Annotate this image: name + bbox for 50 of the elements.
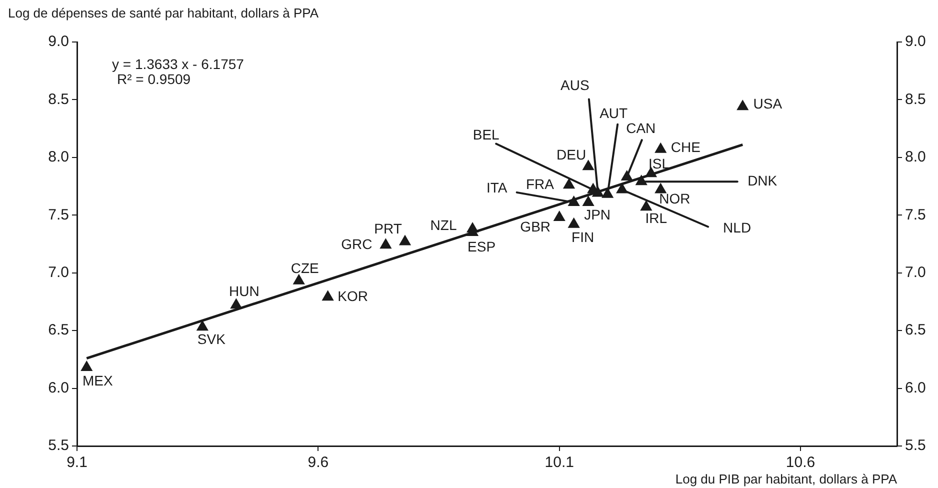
annotation: FRA <box>526 176 555 192</box>
y-tick-label: 7.0 <box>48 264 69 281</box>
y2-tick-label: 8.5 <box>905 90 926 108</box>
annotation: DEU <box>556 146 586 163</box>
annotation: IRL <box>645 210 668 226</box>
y2-tick-label: 8.0 <box>905 148 926 166</box>
annotation: AUT <box>600 105 628 122</box>
annotation: y = 1.3633 x - 6.1757 <box>112 56 244 72</box>
annotation: CAN <box>626 120 656 136</box>
y-tick-label: 7.5 <box>48 206 69 224</box>
annotation: AUS <box>560 77 590 94</box>
annotation: DNK <box>748 172 778 189</box>
y-tick-label: 6.0 <box>48 379 69 396</box>
y2-tick-label: 9.0 <box>905 33 926 50</box>
x-axis-title: Log du PIB par habitant, dollars à PPA <box>675 472 898 487</box>
annotation: GBR <box>520 218 551 234</box>
y-tick-label: 8.5 <box>48 90 69 108</box>
annotation: SVK <box>197 330 226 347</box>
y2-tick-label: 7.5 <box>905 206 926 224</box>
y2-tick-label: 6.0 <box>905 379 926 396</box>
y-tick-label: 8.0 <box>48 148 69 166</box>
x-tick-label: 10.6 <box>786 454 816 472</box>
annotation: PRT <box>374 220 402 237</box>
annotation: MEX <box>82 372 114 388</box>
x-tick-label: 9.1 <box>66 454 88 472</box>
annotation: FIN <box>572 229 594 246</box>
y-axis-title: Log de dépenses de santé par habitant, dollars à PPA <box>8 6 319 21</box>
annotation: CZE <box>290 260 319 276</box>
annotation: USA <box>753 96 783 112</box>
annotation: NZL <box>430 216 457 233</box>
annotation: HUN <box>229 283 260 300</box>
annotation: CHE <box>670 139 700 156</box>
y-tick-label: 5.5 <box>48 437 69 454</box>
annotation: NLD <box>723 220 752 236</box>
y2-tick-label: 6.5 <box>905 322 926 339</box>
annotation: GRC <box>341 236 372 252</box>
y-tick-label: 6.5 <box>48 322 69 339</box>
x-tick-label: 9.6 <box>308 454 329 472</box>
annotation: NOR <box>659 190 690 207</box>
annotation: ESP <box>468 238 496 254</box>
annotation: BEL <box>472 126 500 143</box>
annotation: KOR <box>338 288 368 304</box>
x-tick-label: 10.1 <box>544 454 574 472</box>
annotation: ITA <box>486 179 508 196</box>
annotation: JPN <box>584 206 611 222</box>
y2-tick-label: 5.5 <box>905 437 926 454</box>
y2-tick-label: 7.0 <box>905 264 926 281</box>
annotation: ISL <box>648 155 670 172</box>
annotation: R² = 0.9509 <box>117 70 191 87</box>
y-tick-label: 9.0 <box>48 33 69 50</box>
